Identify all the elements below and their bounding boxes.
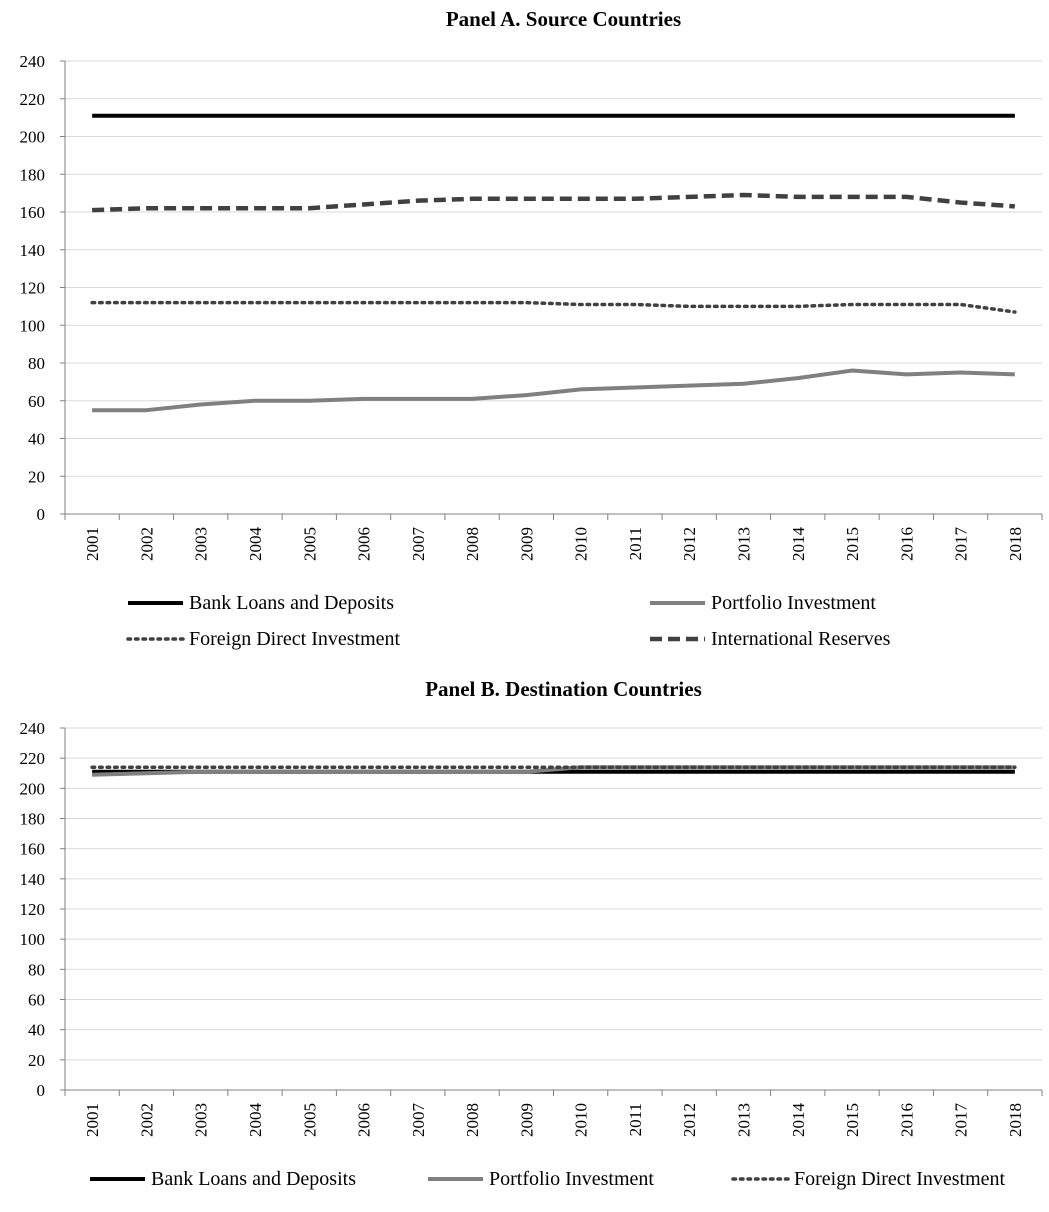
legend-label: Portfolio Investment [711,592,876,614]
chart-title: Panel B. Destination Countries [425,677,702,701]
x-tick-label: 2002 [137,527,156,561]
legend-label: Portfolio Investment [489,1168,654,1190]
x-tick-label: 2005 [300,1103,319,1137]
y-tick-label: 0 [37,505,46,524]
x-tick-label: 2015 [843,1103,862,1137]
x-tick-label: 2011 [626,527,645,560]
x-tick-label: 2017 [952,527,971,562]
y-tick-label: 220 [20,90,46,109]
x-tick-label: 2014 [789,1103,808,1138]
x-tick-label: 2012 [680,527,699,561]
chart-title: Panel A. Source Countries [446,7,681,31]
x-tick-label: 2018 [1006,1103,1025,1137]
x-tick-label: 2001 [83,1103,102,1137]
y-tick-label: 80 [28,960,45,979]
legend-label: Bank Loans and Deposits [189,592,394,614]
x-tick-label: 2012 [680,1103,699,1137]
x-tick-label: 2016 [897,527,916,561]
y-tick-label: 200 [20,128,46,147]
y-tick-label: 180 [20,165,46,184]
y-tick-label: 160 [20,203,46,222]
series-line-portfolio-investment [92,368,1015,413]
x-tick-label: 2004 [246,527,265,562]
x-tick-label: 2008 [463,527,482,561]
legend-item: Foreign Direct Investment [731,1168,1005,1190]
x-tick-label: 2017 [952,1103,971,1138]
x-tick-label: 2009 [517,527,536,561]
x-tick-label: 2010 [572,1103,591,1137]
y-tick-label: 20 [28,467,45,486]
legend-label: International Reserves [711,628,891,650]
x-tick-label: 2013 [734,527,753,561]
y-tick-label: 100 [20,930,46,949]
legend-item: Foreign Direct Investment [126,628,400,650]
y-tick-label: 40 [28,1021,45,1040]
y-tick-label: 140 [20,870,46,889]
x-tick-label: 2003 [192,1103,211,1137]
y-tick-label: 60 [28,392,45,411]
series-line-international-reserves [92,192,1016,213]
x-tick-label: 2006 [355,1103,374,1137]
x-tick-label: 2010 [572,527,591,561]
x-tick-label: 2004 [246,1103,265,1138]
x-tick-label: 2013 [734,1103,753,1137]
y-tick-label: 80 [28,354,45,373]
x-tick-label: 2007 [409,527,428,562]
legend-item: Bank Loans and Deposits [128,592,394,614]
x-tick-label: 2001 [83,527,102,561]
x-tick-label: 2008 [463,1103,482,1137]
y-tick-label: 60 [28,991,45,1010]
y-tick-label: 220 [20,749,46,768]
y-tick-label: 240 [20,719,46,738]
legend-label: Foreign Direct Investment [794,1168,1005,1190]
y-tick-label: 200 [20,779,46,798]
y-tick-label: 240 [20,52,46,71]
y-tick-label: 140 [20,241,46,260]
y-tick-label: 40 [28,430,45,449]
y-tick-label: 0 [37,1081,46,1100]
legend-item: International Reserves [650,628,891,650]
x-tick-label: 2016 [897,1103,916,1137]
y-tick-label: 20 [28,1051,45,1070]
series-line-foreign-direct-investment [90,300,1017,314]
legend-label: Foreign Direct Investment [189,628,400,650]
legend-label: Bank Loans and Deposits [151,1168,356,1190]
y-tick-label: 120 [20,900,46,919]
chart-panel-a: Panel A. Source Countries 0 20 40 60 80 100 120… [20,7,1043,650]
y-tick-label: 100 [20,316,46,335]
y-tick-label: 160 [20,840,46,859]
legend-item: Portfolio Investment [428,1168,654,1190]
x-tick-label: 2003 [192,527,211,561]
x-tick-label: 2018 [1006,527,1025,561]
legend-item: Portfolio Investment [650,592,876,614]
x-tick-label: 2006 [355,527,374,561]
y-tick-label: 120 [20,279,46,298]
legend-item: Bank Loans and Deposits [90,1168,356,1190]
x-tick-label: 2011 [626,1103,645,1136]
x-tick-label: 2007 [409,1103,428,1138]
x-tick-label: 2015 [843,527,862,561]
x-tick-label: 2002 [137,1103,156,1137]
x-tick-label: 2005 [300,527,319,561]
x-tick-label: 2014 [789,527,808,562]
y-tick-label: 180 [20,810,46,829]
chart-panel-b: Panel B. Destination Countries 0 20 40 60 80 1… [20,677,1043,1190]
x-tick-label: 2009 [517,1103,536,1137]
